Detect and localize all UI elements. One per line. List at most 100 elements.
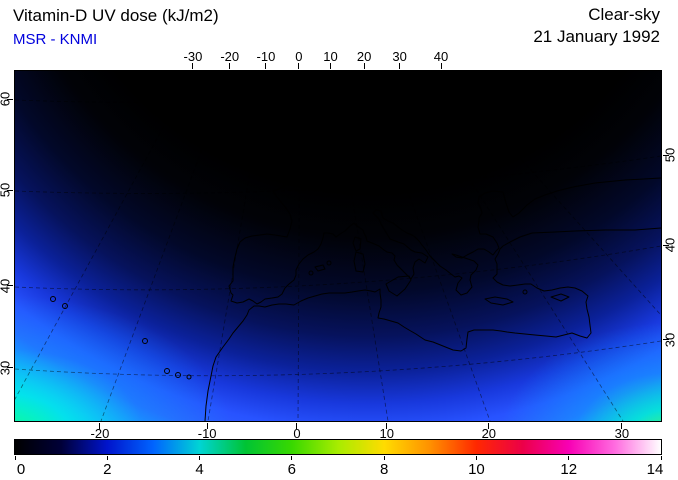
bottom-axis-label: -20 (90, 426, 110, 441)
left-axis-label: 30 (0, 360, 13, 376)
colorbar-tick (568, 456, 570, 460)
coastline-sicily (385, 275, 412, 297)
colorbar-tick-label: 0 (16, 461, 26, 478)
graticule-meridian (297, 71, 301, 421)
right-axis-tick (663, 244, 669, 246)
right-axis-label: 50 (662, 147, 678, 163)
island-madeira (142, 338, 148, 344)
top-axis-tick (192, 63, 194, 69)
graticule-parallel (15, 340, 661, 377)
graticule-parallel (15, 245, 661, 291)
top-axis-label: -10 (256, 49, 276, 64)
left-axis-tick (7, 285, 13, 287)
graticule-parallel (15, 71, 609, 103)
island-ibiza (308, 270, 314, 276)
bottom-axis-tick (99, 423, 101, 429)
bottom-axis-tick (488, 423, 490, 429)
left-axis-label: 60 (0, 91, 13, 107)
bottom-axis-tick (621, 423, 623, 429)
island-rhodes (522, 289, 528, 295)
bottom-axis-tick (386, 423, 388, 429)
coastline-sardinia (353, 251, 366, 273)
coastline-cyprus (550, 293, 570, 302)
right-axis-label: 30 (662, 332, 678, 348)
island-canary (175, 372, 181, 378)
page-title: Vitamin-D UV dose (kJ/m2) (13, 6, 219, 25)
map-plot: -30 -20 -10 0 10 20 30 40 -20 -10 0 10 20 30 60 50 40 30 5… (0, 49, 678, 441)
coastline-ireland (247, 129, 271, 165)
coastline-britain (267, 97, 309, 176)
bottom-axis-tick (206, 423, 208, 429)
top-axis-tick (330, 63, 332, 69)
left-axis-label: 50 (0, 182, 13, 198)
top-axis-label: 30 (392, 49, 407, 64)
graticule-meridian (207, 71, 268, 421)
right-axis-tick (663, 154, 669, 156)
island-canary (164, 368, 170, 374)
colorbar-tick-label: 2 (103, 461, 112, 478)
graticule-layer (15, 71, 661, 421)
top-axis-tick (265, 63, 267, 69)
coastline-mallorca (314, 264, 326, 272)
colorbar-tick (475, 456, 477, 460)
map-area (14, 70, 662, 422)
data-source-label: MSR - KNMI (13, 31, 98, 48)
coastline-scandinavia (324, 71, 372, 123)
left-axis-tick (7, 189, 13, 191)
top-axis-tick (229, 63, 231, 69)
coastline-corsica (352, 236, 362, 252)
colorbar-tick (383, 456, 385, 460)
bottom-axis-label: 0 (293, 426, 301, 441)
top-axis-tick (298, 63, 300, 69)
bottom-axis-label: 20 (481, 426, 497, 441)
island-azores (50, 296, 56, 302)
bottom-axis-label: -10 (197, 426, 217, 441)
colorbar-gradient (15, 440, 661, 454)
left-axis-label: 40 (0, 278, 13, 294)
colorbar-tick-label: 8 (379, 461, 389, 478)
sky-condition-label: Clear-sky (588, 5, 660, 24)
right-axis-tick (663, 339, 669, 341)
graticule-meridian (400, 71, 624, 421)
colorbar-tick-label: 6 (287, 461, 297, 478)
top-axis-label: 40 (433, 49, 449, 64)
coastlines-layer (50, 71, 661, 421)
colorbar-tick (14, 456, 16, 460)
colorbar-tick-label: 12 (560, 461, 578, 478)
top-axis-label: -30 (183, 49, 203, 64)
top-axis-label: 10 (323, 49, 338, 64)
left-axis-tick (7, 367, 13, 369)
island-azores (62, 303, 68, 309)
top-axis-tick (363, 63, 365, 69)
graticule-meridian (100, 71, 232, 421)
coastline-europe-mainland (228, 71, 661, 305)
colorbar-tick (660, 456, 662, 460)
island-menorca (326, 260, 332, 266)
top-axis-tick (399, 63, 401, 69)
top-axis-label: -20 (220, 49, 240, 64)
colorbar: 0 2 4 6 8 10 12 14 (14, 439, 663, 478)
coastline-anatolia-levant-africa (204, 227, 661, 421)
colorbar-tick (106, 456, 108, 460)
left-axis-tick (7, 98, 13, 100)
top-axis-tick (440, 63, 442, 69)
map-overlay (15, 71, 661, 421)
graticule-meridian (441, 71, 661, 316)
right-axis-label: 40 (662, 237, 678, 253)
bottom-axis-label: 30 (614, 426, 630, 441)
graticule-meridian (15, 71, 195, 400)
coastline-crete (484, 296, 514, 306)
graticule-parallel (15, 155, 661, 194)
top-axis-label: 0 (295, 49, 303, 64)
bottom-axis-tick (296, 423, 298, 429)
colorbar-tick-label: 4 (195, 461, 204, 478)
colorbar-tick-label: 10 (468, 461, 485, 478)
bottom-axis-label: 10 (379, 426, 394, 441)
graticule-meridian (364, 71, 491, 421)
colorbar-tick (291, 456, 293, 460)
island-canary (186, 374, 192, 380)
colorbar-tick-label: 14 (646, 461, 664, 478)
colorbar-tick (199, 456, 201, 460)
top-axis-label: 20 (356, 49, 372, 64)
